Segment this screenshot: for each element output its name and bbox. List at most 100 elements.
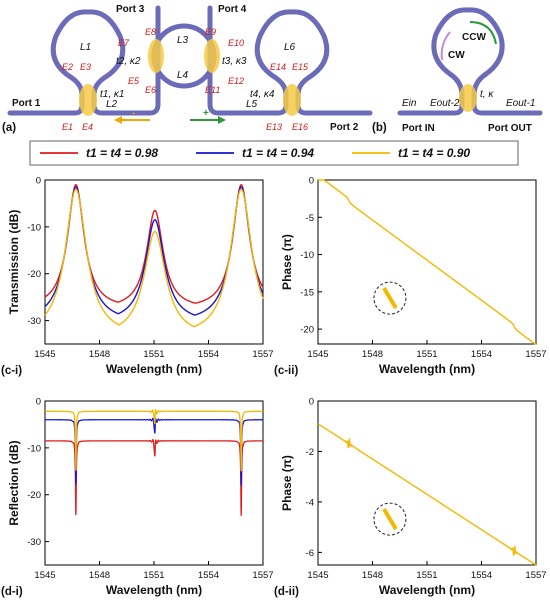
y-tick-label: -2: [306, 447, 314, 458]
x-tick-label: 1557: [252, 570, 273, 581]
y-tick-label: -10: [27, 222, 41, 233]
field-e14: E14: [270, 62, 286, 72]
panel-label-b: (b): [372, 122, 387, 134]
loop-l6: [254, 9, 330, 96]
loop-l4-label: L4: [177, 70, 189, 81]
port-in-label: Port IN: [402, 123, 435, 134]
x-tick-label: 1551: [416, 570, 437, 581]
field-e4: E4: [82, 122, 93, 132]
port-4-label: Port 4: [218, 4, 247, 15]
x-tick-label: 1548: [89, 570, 110, 581]
zoom-inset-curve: [382, 508, 398, 531]
x-tick-label: 1545: [307, 570, 328, 581]
x-tick-label: 1548: [89, 349, 110, 360]
chart-c-ii: 1545 1548 1551 1554 1557 -20 -15 -10 -5 0 Waveleng…: [274, 176, 547, 378]
x-tick-label: 1554: [471, 349, 492, 360]
field-e15: E15: [292, 62, 309, 72]
x-tick-label: 1554: [471, 570, 492, 581]
panel-label: (c-ii): [274, 365, 298, 377]
legend-label-2: t1 = t4 = 0.90: [398, 146, 470, 160]
chart-d-i: 1545 1548 1551 1554 1557 -30 -20 -10 0 Wavelength…: [1, 397, 274, 599]
x-axis-label: Wavelength (nm): [106, 583, 202, 597]
series-line-2: [44, 188, 264, 328]
y-tick-label: -20: [27, 269, 41, 280]
field-e2: E2: [62, 62, 73, 72]
plot-frame: [317, 400, 537, 566]
x-tick-label: 1545: [307, 349, 328, 360]
field-e9: E9: [205, 27, 216, 37]
field-eout2: Eout-2: [430, 98, 460, 109]
loop-b: [431, 7, 505, 96]
loop-l1: [50, 9, 126, 96]
y-tick-label: -10: [300, 250, 314, 261]
y-axis-label: Transmission (dB): [7, 210, 21, 315]
series-line-0: [45, 439, 263, 516]
x-axis-label: Wavelength (nm): [106, 362, 202, 376]
field-e3: E3: [80, 62, 91, 72]
legend-box: [29, 140, 519, 166]
field-e1: E1: [62, 122, 73, 132]
cw-label: CW: [448, 50, 465, 61]
x-tick-label: 1551: [416, 349, 437, 360]
y-tick-label: -15: [300, 287, 314, 298]
field-e6: E6: [145, 85, 156, 95]
field-e11: E11: [205, 85, 220, 95]
x-tick-label: 1557: [525, 570, 546, 581]
x-tick-label: 1551: [143, 570, 164, 581]
panel-label: (d-i): [1, 586, 23, 598]
y-tick-label: -10: [27, 443, 41, 454]
coupler-b: [459, 84, 477, 112]
field-e5: E5: [128, 76, 140, 86]
loop-l6-label: L6: [284, 42, 296, 53]
schematic-b: CCW CW Ein Eout-2 Eout-1 t, κ Port IN Po…: [372, 7, 543, 134]
port-1-label: Port 1: [12, 98, 41, 109]
ccw-arrow: [469, 21, 497, 45]
series-line-0: [317, 423, 537, 566]
panel-label: (c-i): [1, 365, 22, 377]
chart-c-i: 1545 1548 1551 1554 1557 -30 -20 -10 0 Wavelength…: [1, 176, 274, 378]
field-e16: E16: [292, 122, 308, 132]
schematic-a: Port 1 Port 2 Port 3 Port 4 L1 L2 L3 L4 …: [2, 4, 373, 134]
coupler-1-label: t1, κ1: [100, 89, 124, 100]
y-tick-label: 0: [309, 397, 314, 408]
y-tick-label: -20: [27, 490, 41, 501]
series-line-0: [44, 183, 264, 304]
port-2-label: Port 2: [330, 122, 359, 133]
plot-frame: [44, 179, 264, 345]
y-tick-label: 0: [36, 176, 41, 187]
field-eout1: Eout-1: [506, 98, 535, 109]
coupler-2-label: t2, κ2: [116, 56, 141, 67]
y-axis-label: Reflection (dB): [7, 440, 21, 525]
panel-label-a: (a): [2, 122, 16, 134]
y-axis-label: Phase (π): [280, 234, 294, 290]
field-e12: E12: [228, 76, 244, 86]
loop-l5-label: L5: [246, 99, 258, 110]
field-e10: E10: [228, 38, 244, 48]
series-line-1: [45, 417, 263, 486]
coupler-1: [79, 84, 97, 116]
y-tick-label: 0: [309, 176, 314, 187]
port-out-label: Port OUT: [488, 123, 532, 134]
field-e13: E13: [266, 122, 282, 132]
series-line-0: [318, 179, 536, 345]
legend-label-0: t1 = t4 = 0.98: [86, 146, 158, 160]
chart-d-ii: 1545 1548 1551 1554 1557 -6 -4 -2 0 Wavelength (n…: [274, 397, 547, 599]
field-ein: Ein: [402, 98, 417, 109]
coupler-4: [283, 84, 301, 116]
coupler-b-label: t, κ: [480, 89, 494, 100]
x-axis-label: Wavelength (nm): [379, 583, 475, 597]
x-tick-label: 1545: [34, 349, 55, 360]
x-tick-label: 1557: [525, 349, 546, 360]
loop-l1-label: L1: [80, 42, 91, 53]
sign-plus: +: [203, 108, 209, 119]
x-tick-label: 1557: [252, 349, 273, 360]
coupler-4-label: t4, κ4: [250, 89, 275, 100]
legend: t1 = t4 = 0.98 t1 = t4 = 0.94 t1 = t4 = …: [29, 140, 519, 166]
coupler-3: [204, 39, 220, 73]
x-tick-label: 1551: [143, 349, 164, 360]
arrow-plus-head: [218, 116, 226, 124]
y-tick-label: -20: [300, 325, 314, 336]
field-e8: E8: [145, 27, 156, 37]
y-tick-label: -6: [306, 548, 314, 559]
